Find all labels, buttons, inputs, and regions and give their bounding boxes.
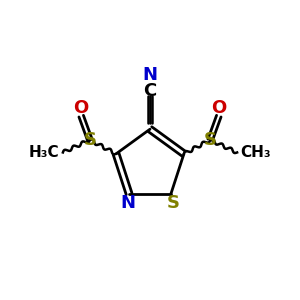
Text: H₃C: H₃C xyxy=(29,145,59,160)
Text: CH₃: CH₃ xyxy=(241,145,271,160)
Text: N: N xyxy=(142,66,158,84)
Text: S: S xyxy=(83,131,96,149)
Text: S: S xyxy=(167,194,179,211)
Text: S: S xyxy=(204,131,217,149)
Text: O: O xyxy=(211,99,226,117)
Text: C: C xyxy=(143,82,157,100)
Text: O: O xyxy=(74,99,89,117)
Text: N: N xyxy=(120,194,135,211)
